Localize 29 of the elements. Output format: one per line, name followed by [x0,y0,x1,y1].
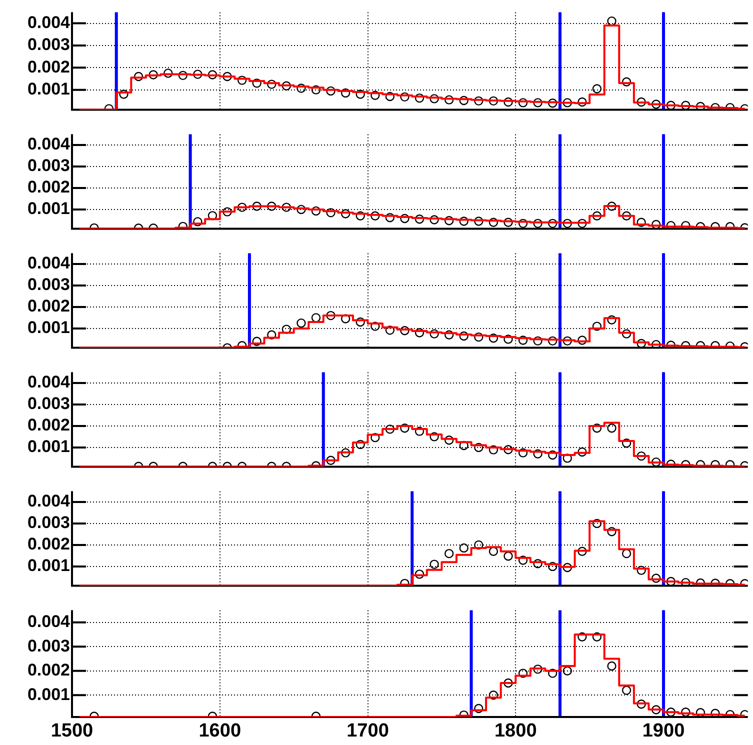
y-tick-label: 0.004 [27,492,71,511]
y-tick-label: 0.003 [27,394,70,414]
y-tick-label: 0.001 [27,199,70,218]
y-tick-label: 0.002 [27,178,70,197]
y-tick-label: 0.002 [27,534,70,554]
x-tick-label: 1800 [494,720,537,742]
y-tick-label: 0.003 [27,636,70,656]
y-tick-label: 0.002 [27,660,70,680]
y-tick-label: 0.001 [27,80,70,99]
x-tick-label: 1600 [198,720,242,742]
x-tick-label: 1500 [50,720,94,742]
y-tick-label: 0.004 [27,134,71,154]
y-tick-label: 0.001 [27,437,70,456]
y-tick-label: 0.002 [27,296,70,316]
y-tick-label: 0.003 [27,35,70,54]
y-tick-label: 0.001 [27,556,70,576]
y-tick-label: 0.001 [27,318,70,338]
y-tick-label: 0.002 [27,57,70,76]
y-tick-label: 0.002 [27,416,70,435]
y-tick-label: 0.004 [27,12,71,32]
y-tick-label: 0.004 [27,612,71,632]
y-tick-label: 0.003 [27,156,70,176]
y-tick-label: 0.003 [27,275,70,294]
y-tick-label: 0.001 [27,684,70,704]
y-tick-label: 0.004 [27,254,71,273]
y-tick-label: 0.003 [27,513,70,532]
x-tick-label: 1700 [346,720,389,742]
y-tick-label: 0.004 [27,372,71,392]
x-tick-label: 1900 [642,720,685,742]
